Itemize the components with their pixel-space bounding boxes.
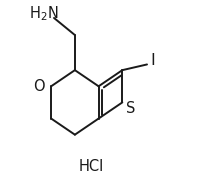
Text: S: S: [126, 101, 135, 116]
Text: I: I: [150, 53, 154, 68]
Text: HCl: HCl: [78, 159, 103, 174]
Text: O: O: [33, 79, 44, 94]
Text: H$_2$N: H$_2$N: [29, 4, 58, 23]
